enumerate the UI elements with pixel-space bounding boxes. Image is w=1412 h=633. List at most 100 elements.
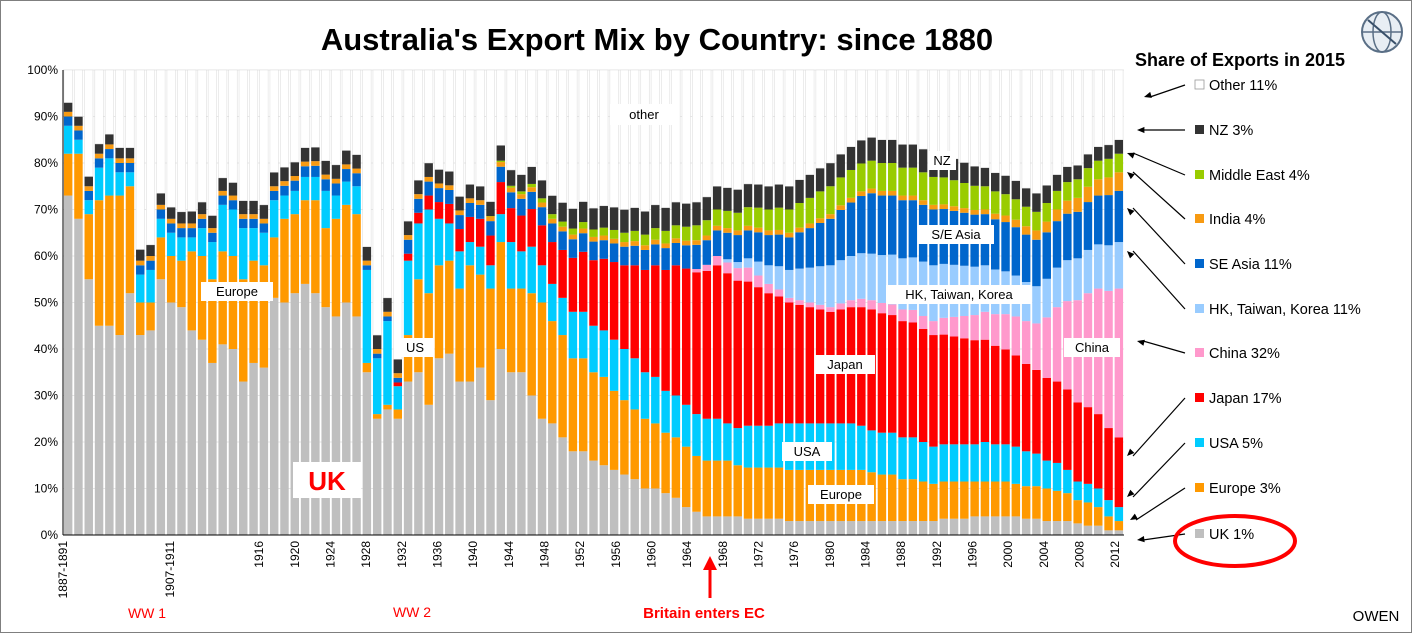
bar-segment-usa — [362, 269, 372, 363]
bar-segment-middle-east — [888, 163, 897, 191]
bar-segment-uk — [300, 283, 310, 535]
bar-segment-hk-taiwan-korea — [785, 269, 794, 298]
bar-segment-india — [558, 226, 567, 232]
bar-segment-se-asia — [795, 232, 804, 269]
bar-segment-india — [517, 194, 526, 199]
bar-segment-usa — [146, 269, 155, 303]
bar-segment-se-asia — [681, 245, 691, 269]
bar-segment-europe — [599, 376, 609, 466]
bar-segment-other — [630, 69, 640, 208]
bar-segment-other — [486, 69, 495, 202]
bar-segment-usa — [836, 423, 845, 470]
bar-segment-uk — [1104, 530, 1113, 535]
bar-segment-middle-east — [681, 226, 691, 241]
bar-segment-india — [136, 260, 145, 266]
bar-segment-other — [722, 69, 732, 188]
bar-segment-hk-taiwan-korea — [846, 256, 856, 301]
bar-segment-other — [815, 69, 825, 169]
bar-segment-middle-east — [568, 228, 578, 235]
bar-segment-china — [743, 267, 753, 282]
bar-segment-nz — [960, 162, 969, 183]
bar-segment-hk-taiwan-korea — [1104, 245, 1113, 291]
bar-segment-middle-east — [918, 172, 928, 201]
bar-segment-nz — [84, 176, 93, 187]
legend-swatch — [1195, 170, 1204, 179]
bar-segment-japan — [692, 272, 701, 415]
bar-segment-hk-taiwan-korea — [836, 260, 845, 304]
legend-arrow — [1132, 397, 1186, 457]
bar-segment-usa — [599, 330, 609, 377]
bar-segment-nz — [1042, 185, 1051, 203]
bar-segment-se-asia — [692, 244, 701, 270]
bar-segment-nz — [218, 177, 227, 191]
bar-segment-uk — [166, 302, 176, 535]
bar-segment-nz — [548, 195, 557, 215]
bar-segment-other — [393, 69, 403, 360]
bar-segment-usa — [846, 423, 856, 470]
bar-segment-hk-taiwan-korea — [857, 253, 866, 299]
x-tick-label: 1980 — [823, 541, 837, 568]
bar-segment-china — [774, 289, 784, 297]
bar-segment-japan — [424, 195, 433, 210]
bar-segment-uk — [898, 521, 907, 535]
bar-segment-usa — [651, 376, 660, 424]
bar-segment-europe — [620, 400, 629, 475]
bar-segment-middle-east — [651, 228, 660, 240]
bar-segment-se-asia — [548, 223, 557, 243]
y-tick-label: 50% — [34, 296, 58, 310]
region-label-us: US — [406, 340, 424, 355]
bar-segment-china — [960, 315, 969, 339]
bar-segment-nz — [857, 140, 866, 164]
bar-segment-hk-taiwan-korea — [1073, 258, 1082, 301]
bar-segment-se-asia — [733, 235, 742, 263]
bar-segment-europe — [640, 418, 650, 489]
bar-segment-uk — [311, 293, 320, 535]
legend-arrowhead — [1127, 152, 1135, 159]
bar-segment-uk — [239, 381, 248, 535]
bar-segment-se-asia — [867, 193, 876, 254]
bar-segment-nz — [239, 200, 248, 215]
bar-segment-uk — [743, 518, 753, 535]
legend-label: HK, Taiwan, Korea 11% — [1209, 302, 1361, 318]
bar-segment-se-asia — [1073, 211, 1082, 259]
bar-segment-nz — [754, 184, 763, 208]
bar-segment-other — [867, 69, 877, 138]
y-tick-label: 40% — [34, 342, 58, 356]
bar-segment-se-asia — [403, 239, 413, 254]
bar-segment-nz — [486, 201, 495, 217]
bar-segment-nz — [1083, 154, 1093, 169]
bar-segment-uk — [187, 330, 196, 535]
bar-segment-nz — [599, 205, 609, 228]
bar-segment-uk — [455, 381, 464, 535]
y-tick-label: 10% — [34, 482, 58, 496]
x-tick-label: 1988 — [894, 541, 908, 568]
bar-segment-india — [630, 241, 639, 246]
bar-segment-nz — [723, 187, 732, 211]
bar-segment-nz — [352, 154, 361, 169]
bar-segment-middle-east — [877, 163, 887, 191]
bar-segment-india — [939, 204, 948, 210]
region-labels: UK Europe US other Japan USA Europe S/E … — [201, 104, 1120, 504]
bar-segment-china — [929, 321, 938, 336]
bar-segment-japan — [1063, 389, 1072, 470]
bar-segment-india — [311, 161, 320, 166]
bar-segment-china — [836, 303, 845, 310]
bar-segment-india — [424, 176, 433, 182]
legend-arrow — [1149, 84, 1186, 98]
bar-segment-se-asia — [465, 202, 475, 217]
up-arrow-icon — [703, 556, 717, 598]
bar-segment-europe — [63, 153, 73, 196]
bar-segment-india — [609, 238, 619, 244]
bar-segment-middle-east — [1083, 168, 1093, 187]
bar-segment-japan — [1114, 437, 1124, 508]
bar-segment-india — [723, 228, 732, 233]
bar-segment-se-asia — [846, 202, 856, 256]
bar-segment-other — [825, 69, 835, 164]
bar-segment-india — [414, 194, 423, 199]
bar-segment-middle-east — [764, 209, 773, 231]
bar-segment-nz — [228, 182, 238, 196]
bar-segment-nz — [980, 167, 990, 187]
bar-segment-middle-east — [991, 191, 1000, 214]
bar-segment-middle-east — [578, 222, 588, 229]
bar-segment-usa — [671, 395, 681, 438]
